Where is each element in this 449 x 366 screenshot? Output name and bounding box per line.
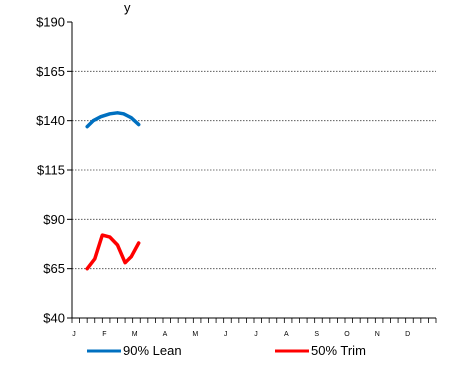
x-tick-label: M (132, 331, 138, 338)
chart-title-fragment: y (124, 0, 131, 15)
y-tick-label: $40 (43, 311, 65, 326)
legend: 90% Lean 50% Trim (87, 343, 366, 358)
x-tick-label: J (72, 331, 76, 338)
x-tick-label: J (254, 331, 258, 338)
x-tick-label: J (224, 331, 228, 338)
x-tick-label: O (344, 331, 350, 338)
y-tick-label: $115 (37, 163, 65, 178)
x-tick-label: A (284, 331, 289, 338)
legend-label: 90% Lean (123, 343, 182, 358)
x-tick-label: S (314, 331, 319, 338)
y-tick-label: $90 (43, 212, 65, 227)
y-tick-label: $65 (43, 261, 65, 276)
x-tick-label: A (163, 331, 168, 338)
x-tick-label: M (192, 331, 198, 338)
series-lines (85, 111, 141, 271)
gridlines (72, 70, 436, 270)
y-tick-label: $140 (36, 113, 65, 128)
x-tick-label: F (102, 331, 106, 338)
x-tick-label: D (405, 331, 410, 338)
y-axis-ticks: $190 $165 $140 $115 $90 $65 $40 (36, 15, 72, 326)
series-line-0 (85, 111, 141, 129)
legend-label: 50% Trim (311, 343, 366, 358)
y-tick-label: $165 (36, 64, 65, 79)
series-line-1 (85, 233, 141, 271)
x-tick-label: N (375, 331, 380, 338)
y-tick-label: $190 (36, 15, 65, 30)
